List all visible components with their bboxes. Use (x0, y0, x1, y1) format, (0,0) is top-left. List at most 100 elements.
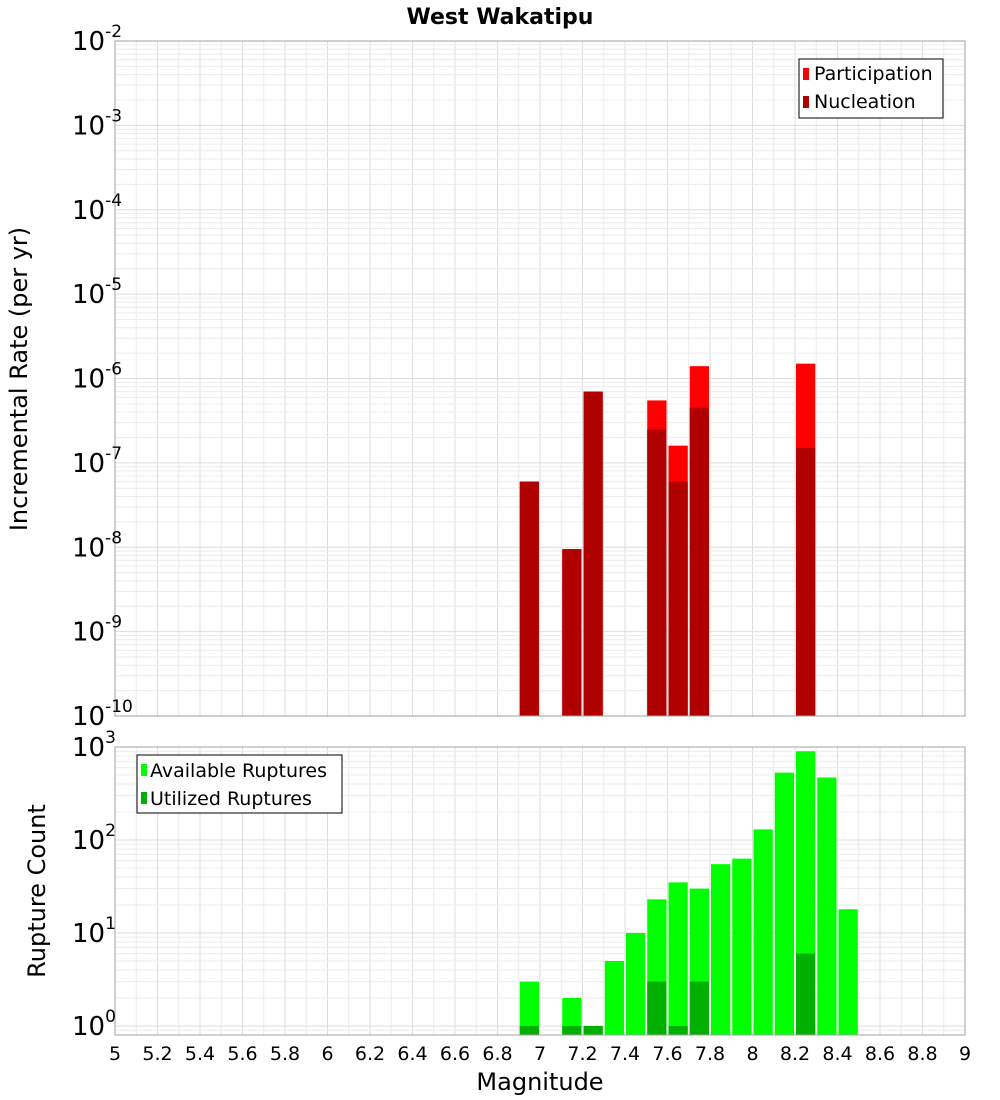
rate-bar-series2 (562, 549, 582, 716)
count-bar-series1 (711, 864, 731, 1035)
count-bar-series1 (668, 882, 688, 1035)
x-tick-label: 8 (746, 1043, 758, 1065)
x-tick-label: 7.2 (567, 1043, 597, 1065)
rate-y-tick-base: 10 (72, 365, 105, 395)
available-legend-swatch (141, 764, 147, 776)
x-tick-label: 6.4 (397, 1043, 427, 1065)
participation-legend-label: Participation (814, 63, 933, 85)
rate-bar-series2 (647, 429, 667, 716)
count-bar-series1 (562, 997, 582, 1035)
rate-legend-box (798, 58, 944, 119)
rate-bar-series2 (689, 407, 709, 716)
count-bar-series2 (647, 981, 667, 1035)
x-axis-label: Magnitude (476, 1068, 603, 1096)
count-y-tick-exponent: 2 (105, 821, 116, 841)
rate-y-tick-base: 10 (72, 533, 105, 563)
count-bar-series2 (689, 981, 709, 1035)
available-legend-label: Available Ruptures (150, 760, 327, 782)
count-legend: Available Ruptures Utilized Ruptures (136, 754, 343, 814)
count-bar-series1 (519, 981, 539, 1035)
participation-legend-swatch (803, 68, 809, 80)
count-bar-series1 (774, 772, 794, 1035)
x-tick-label: 8.6 (865, 1043, 895, 1065)
rate-legend: Participation Nucleation (798, 58, 944, 119)
count-bar-series1 (817, 777, 837, 1035)
rate-y-tick-exponent: -7 (105, 444, 122, 464)
rate-y-tick-base: 10 (72, 449, 105, 479)
rate-y-tick-base: 10 (72, 27, 105, 57)
count-bar-series2 (668, 1025, 688, 1035)
count-y-tick-label: 100 (72, 1007, 116, 1042)
rate-y-tick-exponent: -10 (105, 697, 133, 717)
count-bar-series1 (753, 829, 773, 1035)
count-bar-series1 (732, 858, 752, 1035)
count-plot-frame (114, 746, 966, 1036)
x-tick-labels: 5 5.2 5.4 5.6 5.8 6 6.2 6.4 6.6 6.8 7 7.2 7.4 7.6 7.8 8… (109, 1043, 971, 1065)
count-bars (519, 751, 858, 1035)
x-tick-label: 7.4 (610, 1043, 640, 1065)
x-tick-label: 9 (959, 1043, 971, 1065)
rate-y-tick-exponent: -6 (105, 360, 122, 380)
rate-bar-series2 (668, 481, 688, 716)
count-bar-series1 (838, 909, 858, 1035)
count-y-tick-base: 10 (72, 733, 105, 763)
utilized-legend-swatch (141, 792, 147, 804)
x-tick-label: 8.4 (822, 1043, 852, 1065)
x-tick-label: 7.8 (695, 1043, 725, 1065)
count-bar-series2 (583, 1025, 603, 1035)
count-bar-series1 (604, 960, 624, 1035)
rate-y-tick-label: 10-3 (72, 106, 122, 141)
rate-bar-series2 (519, 481, 539, 716)
x-tick-label: 7 (534, 1043, 546, 1065)
count-bar-series2 (519, 1025, 539, 1035)
x-tick-label: 8.8 (907, 1043, 937, 1065)
count-y-tick-label: 102 (72, 821, 116, 856)
count-y-tick-exponent: 3 (105, 728, 116, 748)
x-tick-label: 8.2 (780, 1043, 810, 1065)
x-tick-label: 7.6 (652, 1043, 682, 1065)
chart-title: West Wakatipu (407, 5, 594, 30)
count-bar-series2 (796, 953, 816, 1035)
x-tick-label: 6.2 (355, 1043, 385, 1065)
rate-y-tick-label: 10-7 (72, 444, 122, 479)
x-tick-label: 5.8 (270, 1043, 300, 1065)
x-tick-label: 5.6 (227, 1043, 257, 1065)
count-y-tick-exponent: 0 (105, 1007, 116, 1027)
rate-y-tick-exponent: -2 (105, 22, 122, 42)
rate-y-tick-base: 10 (72, 196, 105, 226)
nucleation-legend-label: Nucleation (814, 91, 916, 113)
count-bar-series2 (562, 1025, 582, 1035)
count-y-tick-base: 10 (72, 1012, 105, 1042)
x-tick-label: 5 (109, 1043, 121, 1065)
rate-y-tick-exponent: -3 (105, 106, 122, 126)
count-y-tick-base: 10 (72, 919, 105, 949)
rate-bar-series2 (796, 448, 816, 716)
rate-y-tick-label: 10-4 (72, 191, 122, 226)
count-legend-box (136, 754, 343, 814)
rate-y-tick-label: 10-6 (72, 360, 122, 395)
rate-y-tick-label: 10-10 (72, 697, 133, 732)
count-y-tick-base: 10 (72, 826, 105, 856)
utilized-legend-label: Utilized Ruptures (150, 788, 312, 810)
rate-plot-frame (114, 40, 966, 717)
rate-y-tick-exponent: -9 (105, 613, 122, 633)
rate-y-tick-exponent: -4 (105, 191, 122, 211)
count-y-tick-label: 103 (72, 728, 116, 763)
rate-y-tick-label: 10-5 (72, 275, 122, 310)
rate-y-tick-exponent: -8 (105, 528, 122, 548)
count-bar-series1 (626, 932, 646, 1035)
count-y-tick-exponent: 1 (105, 914, 116, 934)
x-tick-label: 6.6 (440, 1043, 470, 1065)
count-y-axis-label: Rupture Count (23, 804, 51, 978)
x-tick-label: 6.8 (482, 1043, 512, 1065)
x-tick-label: 5.4 (185, 1043, 215, 1065)
rate-bar-series2 (583, 391, 603, 716)
rate-y-axis-label: Incremental Rate (per yr) (5, 227, 33, 531)
rate-y-tick-base: 10 (72, 618, 105, 648)
rate-y-tick-base: 10 (72, 702, 105, 732)
rate-y-tick-label: 10-9 (72, 613, 122, 648)
